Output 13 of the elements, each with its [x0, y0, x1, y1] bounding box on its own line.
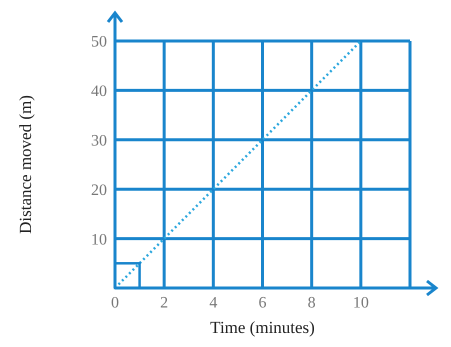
x-tick-label: 10: [352, 294, 369, 312]
y-tick-label: 30: [91, 132, 107, 150]
y-tick-label: 40: [91, 83, 107, 100]
x-axis-title: Time (minutes): [210, 318, 315, 337]
x-tick-label: 0: [111, 294, 119, 312]
y-axis-title: Distance moved (m): [16, 95, 36, 234]
x-tick-label: 2: [160, 294, 168, 312]
y-tick-label: 20: [91, 182, 107, 199]
x-tick-label: 6: [258, 294, 266, 312]
y-tick-label: 10: [91, 231, 107, 248]
x-tick-label: 8: [308, 294, 316, 312]
x-tick-label: 4: [209, 294, 218, 312]
y-tick-label: 50: [91, 34, 107, 51]
